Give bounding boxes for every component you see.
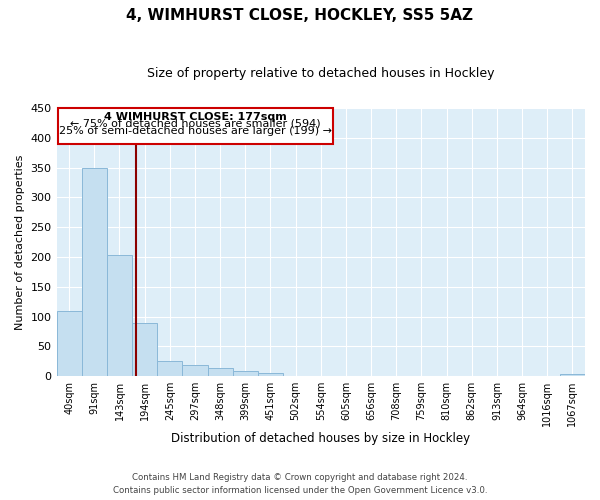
Bar	[208, 368, 233, 376]
Bar	[157, 362, 182, 376]
Bar	[560, 374, 585, 376]
Text: 4, WIMHURST CLOSE, HOCKLEY, SS5 5AZ: 4, WIMHURST CLOSE, HOCKLEY, SS5 5AZ	[127, 8, 473, 22]
FancyBboxPatch shape	[58, 108, 334, 144]
Y-axis label: Number of detached properties: Number of detached properties	[15, 154, 25, 330]
Text: Contains HM Land Registry data © Crown copyright and database right 2024.
Contai: Contains HM Land Registry data © Crown c…	[113, 474, 487, 495]
Bar	[233, 372, 258, 376]
Bar	[82, 168, 107, 376]
Bar	[107, 254, 132, 376]
Text: 25% of semi-detached houses are larger (199) →: 25% of semi-detached houses are larger (…	[59, 126, 332, 136]
Bar	[258, 373, 283, 376]
Title: Size of property relative to detached houses in Hockley: Size of property relative to detached ho…	[147, 68, 494, 80]
Text: 4 WIMHURST CLOSE: 177sqm: 4 WIMHURST CLOSE: 177sqm	[104, 112, 287, 122]
Bar	[182, 366, 208, 376]
Text: ← 75% of detached houses are smaller (594): ← 75% of detached houses are smaller (59…	[70, 119, 321, 129]
Bar	[132, 322, 157, 376]
Bar	[56, 310, 82, 376]
X-axis label: Distribution of detached houses by size in Hockley: Distribution of detached houses by size …	[171, 432, 470, 445]
